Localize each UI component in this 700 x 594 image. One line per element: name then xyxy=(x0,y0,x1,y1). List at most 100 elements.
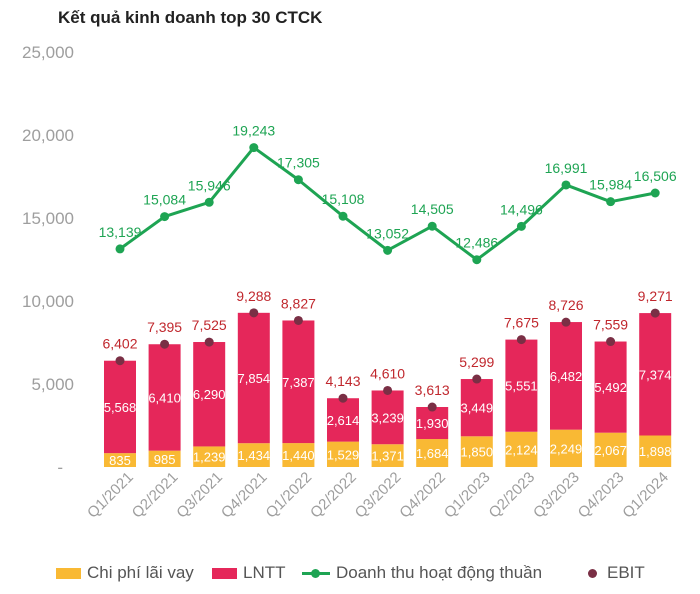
data-label-interest: 2,249 xyxy=(550,441,583,456)
ebit-dot xyxy=(338,393,348,403)
revenue-point xyxy=(293,175,303,185)
data-label-revenue: 13,052 xyxy=(366,225,409,241)
data-label-interest: 1,898 xyxy=(639,444,672,459)
data-label-lntt: 3,449 xyxy=(461,401,494,416)
ebit-dot xyxy=(293,315,303,325)
bar-interest xyxy=(505,431,538,467)
data-label-interest: 835 xyxy=(109,453,131,468)
x-tick-label: Q1/2023 xyxy=(441,469,494,522)
data-label-revenue: 15,984 xyxy=(589,177,632,193)
x-tick-label: Q2/2023 xyxy=(486,469,539,522)
bar-interest xyxy=(327,441,359,467)
data-label-revenue: 17,305 xyxy=(277,155,320,171)
data-label-ebit: 9,288 xyxy=(236,288,271,304)
x-tick-label: Q2/2022 xyxy=(307,469,360,522)
bar-interest xyxy=(550,429,582,467)
legend-swatch-revenue xyxy=(302,567,330,579)
bar-interest xyxy=(148,450,181,467)
data-label-revenue: 15,084 xyxy=(143,192,186,208)
legend-label-ebit: EBIT xyxy=(607,563,645,582)
bar-lntt xyxy=(371,390,404,445)
revenue-point xyxy=(383,245,393,255)
data-label-lntt: 5,492 xyxy=(594,380,627,395)
revenue-point xyxy=(115,244,125,254)
bar-interest xyxy=(416,439,449,467)
data-label-lntt: 5,568 xyxy=(104,400,137,415)
bar-interest xyxy=(371,444,404,467)
bar-interest xyxy=(237,443,270,467)
x-tick-label: Q1/2022 xyxy=(263,469,316,522)
data-label-lntt: 5,551 xyxy=(505,379,538,394)
data-label-interest: 1,850 xyxy=(461,445,494,460)
data-label-interest: 1,529 xyxy=(327,447,360,462)
ebit-dot xyxy=(650,308,660,318)
bar-lntt xyxy=(460,379,493,437)
bar-interest xyxy=(639,435,672,467)
bar-lntt xyxy=(594,341,627,433)
bar-lntt xyxy=(104,360,136,454)
revenue-point xyxy=(338,211,348,221)
revenue-point xyxy=(160,212,170,222)
data-label-revenue: 13,139 xyxy=(99,224,142,240)
data-label-ebit: 7,675 xyxy=(504,315,539,331)
bar-interest xyxy=(104,453,136,467)
revenue-point xyxy=(249,143,259,153)
bar-lntt xyxy=(327,398,359,442)
x-tick-label: Q1/2021 xyxy=(84,469,137,522)
ebit-dot xyxy=(249,308,259,318)
revenue-point xyxy=(204,197,214,207)
data-label-interest: 2,124 xyxy=(505,442,538,457)
x-tick-label: Q2/2021 xyxy=(129,469,182,522)
data-label-interest: 1,371 xyxy=(371,449,404,464)
bar-lntt xyxy=(550,322,582,430)
revenue-point xyxy=(516,221,526,231)
data-label-ebit: 8,726 xyxy=(548,297,583,313)
bar-lntt xyxy=(639,313,672,436)
revenue-point xyxy=(472,255,482,265)
data-label-revenue: 19,243 xyxy=(232,123,275,139)
data-label-ebit: 3,613 xyxy=(415,382,450,398)
data-label-ebit: 4,143 xyxy=(325,373,360,389)
data-label-ebit: 5,299 xyxy=(459,354,494,370)
bar-lntt xyxy=(282,320,315,444)
ebit-dot xyxy=(561,317,571,327)
data-label-lntt: 6,482 xyxy=(550,369,583,384)
data-label-lntt: 7,854 xyxy=(238,371,271,386)
bar-lntt xyxy=(148,344,181,451)
legend-label-lntt: LNTT xyxy=(243,563,286,582)
x-tick-label: Q1/2024 xyxy=(619,469,672,522)
legend-item-lntt: LNTT xyxy=(212,560,286,586)
data-label-ebit: 7,525 xyxy=(192,317,227,333)
bar-lntt xyxy=(416,407,449,440)
bar-interest xyxy=(193,446,226,467)
revenue-point xyxy=(427,221,437,231)
y-tick-label: 5,000 xyxy=(31,375,74,394)
data-label-revenue: 15,108 xyxy=(322,191,365,207)
y-tick-label: 15,000 xyxy=(22,209,74,228)
data-label-revenue: 14,505 xyxy=(411,201,454,217)
data-label-revenue: 15,946 xyxy=(188,177,231,193)
data-label-interest: 985 xyxy=(154,452,176,467)
data-label-revenue: 16,991 xyxy=(545,160,588,176)
chart-legend: Chi phí lãi vay LNTT Doanh thu hoạt động… xyxy=(0,560,700,586)
data-label-revenue: 14,496 xyxy=(500,201,543,217)
data-label-interest: 1,434 xyxy=(238,448,271,463)
data-label-lntt: 7,374 xyxy=(639,367,672,382)
ebit-dot xyxy=(427,402,437,412)
chart-canvas: - 5,000 10,000 15,000 20,000 25,000 835 5,568 98… xyxy=(22,43,677,522)
ebit-dot xyxy=(472,374,482,384)
y-tick-label: - xyxy=(57,458,63,477)
data-label-lntt: 2,614 xyxy=(327,413,360,428)
data-label-lntt: 6,410 xyxy=(148,390,181,405)
data-label-ebit: 8,827 xyxy=(281,295,316,311)
bar-lntt xyxy=(193,342,226,447)
legend-swatch-ebit xyxy=(588,568,597,578)
ebit-dot xyxy=(115,356,125,366)
data-label-lntt: 1,930 xyxy=(416,416,449,431)
x-tick-label: Q4/2021 xyxy=(218,469,271,522)
chart-title: Kết quả kinh doanh top 30 CTCK xyxy=(58,8,323,27)
x-tick-label: Q3/2023 xyxy=(530,469,583,522)
ebit-dot xyxy=(160,339,170,349)
ebit-dot xyxy=(606,337,616,347)
ebit-dot xyxy=(516,335,526,345)
